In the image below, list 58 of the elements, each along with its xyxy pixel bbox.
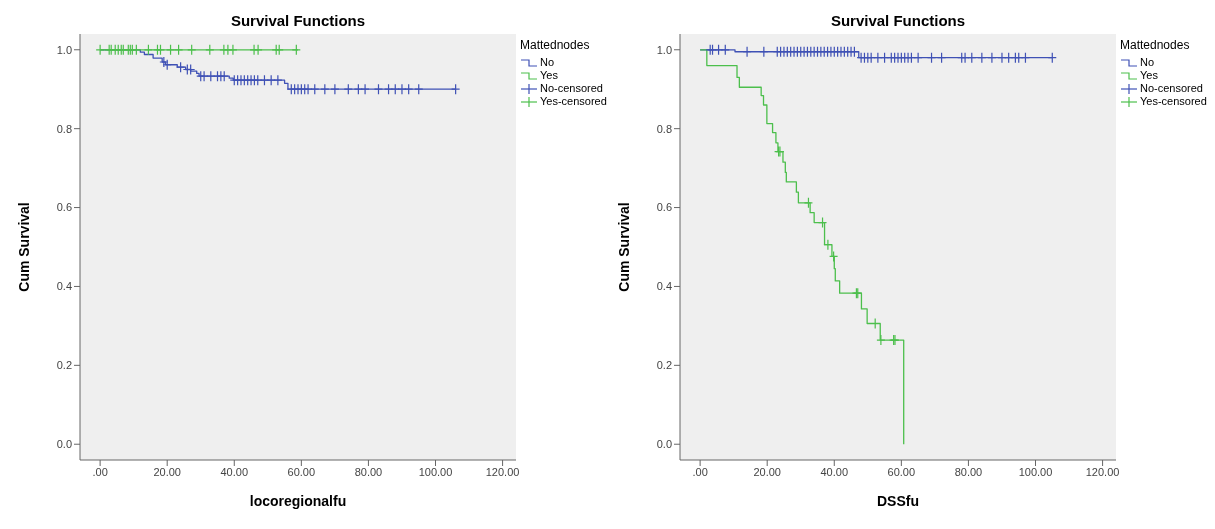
x-tick-label: 40.00 bbox=[220, 465, 249, 478]
point bbox=[176, 61, 186, 73]
y-axis-title: Cum Survival bbox=[15, 202, 32, 292]
point bbox=[987, 52, 997, 64]
point bbox=[742, 46, 752, 58]
y-tick-label: 0.6 bbox=[656, 201, 672, 214]
y-tick-label: 0.8 bbox=[56, 122, 72, 135]
x-tick-label: 60.00 bbox=[287, 465, 316, 478]
x-tick-label: 100.00 bbox=[1018, 465, 1053, 478]
legend-label: Yes-censored bbox=[540, 95, 607, 108]
y-tick-label: 0.4 bbox=[56, 280, 72, 293]
y-axis-title: Cum Survival bbox=[615, 202, 632, 292]
point bbox=[330, 83, 340, 95]
x-axis-title: locoregionalfu bbox=[249, 493, 347, 509]
chart-title: Survival Functions bbox=[229, 12, 367, 29]
x-tick-label: 100.00 bbox=[418, 465, 453, 478]
legend-label: No bbox=[1140, 56, 1155, 68]
x-tick-label: 20.00 bbox=[153, 465, 181, 478]
y-tick-label: 0.2 bbox=[656, 359, 672, 372]
chart-title: Survival Functions bbox=[829, 12, 967, 29]
legend-label: No-censored bbox=[1140, 82, 1203, 95]
x-tick-label: 120.00 bbox=[1085, 465, 1120, 478]
x-axis-title: DSSfu bbox=[877, 493, 919, 509]
y-tick-label: 0.6 bbox=[56, 201, 72, 214]
point bbox=[873, 52, 883, 64]
point bbox=[273, 74, 283, 86]
point bbox=[253, 44, 263, 56]
legend-label: Yes bbox=[1140, 69, 1158, 82]
point bbox=[360, 83, 370, 95]
y-tick-label: 1.0 bbox=[56, 43, 72, 56]
x-tick-label: .00 bbox=[92, 465, 108, 478]
y-tick-label: 0.8 bbox=[656, 122, 672, 135]
y-tick-label: 0.0 bbox=[56, 438, 72, 451]
y-tick-label: 1.0 bbox=[656, 43, 672, 56]
x-tick-label: 80.00 bbox=[954, 465, 983, 478]
x-tick-label: .00 bbox=[692, 465, 708, 478]
x-tick-label: 60.00 bbox=[887, 465, 916, 478]
y-tick-label: 0.4 bbox=[656, 280, 672, 293]
point bbox=[397, 83, 407, 95]
y-tick-label: 0.0 bbox=[656, 438, 672, 451]
point bbox=[228, 44, 238, 56]
legend-label: Yes bbox=[540, 69, 558, 82]
point bbox=[823, 239, 833, 251]
x-tick-label: 120.00 bbox=[485, 465, 520, 478]
legend-label: No bbox=[540, 56, 555, 68]
point bbox=[997, 52, 1007, 64]
legend-title: Mattednodes bbox=[1120, 38, 1191, 52]
x-tick-label: 20.00 bbox=[753, 465, 781, 478]
legend-label: No-censored bbox=[540, 82, 603, 95]
point bbox=[95, 44, 105, 56]
y-tick-label: 0.2 bbox=[56, 359, 72, 372]
point bbox=[913, 52, 923, 64]
legend-title: Mattednodes bbox=[520, 38, 591, 52]
point bbox=[876, 334, 886, 346]
x-tick-label: 40.00 bbox=[820, 465, 849, 478]
legend-label: Yes-censored bbox=[1140, 95, 1207, 108]
point bbox=[829, 250, 839, 263]
x-tick-label: 80.00 bbox=[354, 465, 383, 478]
